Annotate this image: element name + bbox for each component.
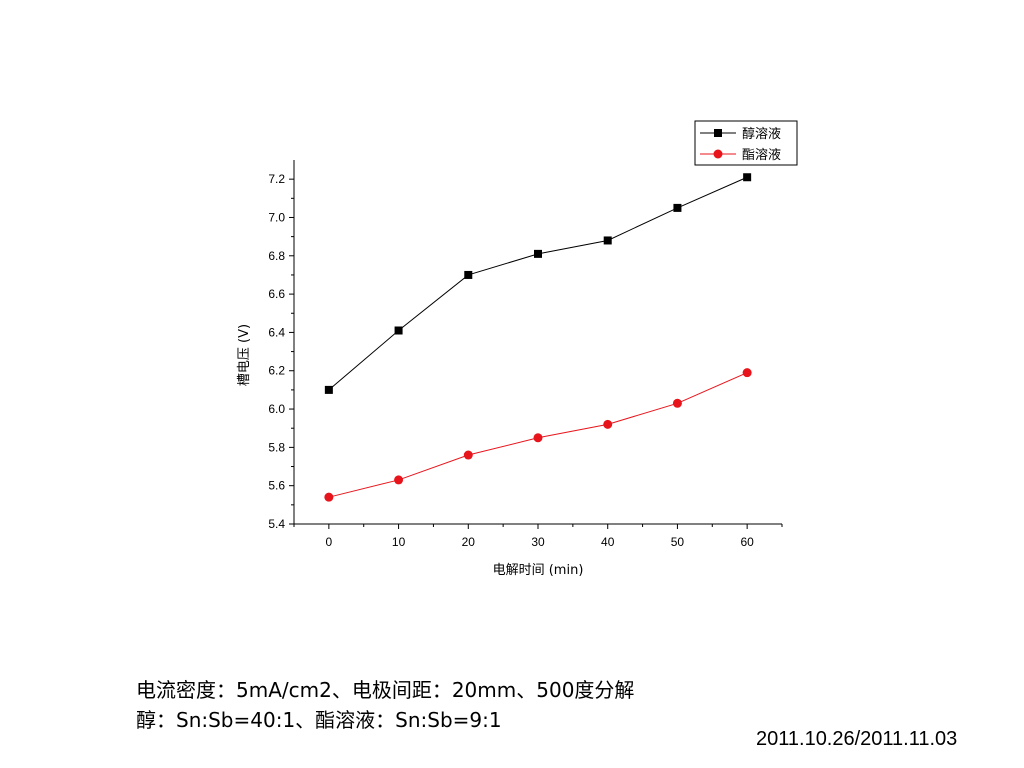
x-tick-label: 30 [531, 535, 545, 549]
data-point [533, 433, 543, 443]
data-point [534, 249, 542, 258]
legend-marker [714, 129, 722, 137]
legend-marker [713, 149, 723, 159]
x-axis-label: 电解时间 (min) [493, 563, 584, 578]
data-point [324, 385, 333, 394]
y-tick-label: 7.0 [268, 210, 285, 224]
caption-line-1: 电流密度：5mA/cm2、电极间距：20mm、500度分解 [136, 678, 635, 702]
data-point [394, 326, 403, 335]
data-point [324, 492, 334, 502]
y-tick-label: 5.4 [268, 517, 285, 531]
x-tick-label: 40 [601, 535, 615, 549]
y-tick-label: 6.6 [268, 287, 285, 301]
legend-label: 酯溶液 [742, 148, 781, 163]
x-tick-label: 20 [462, 535, 476, 549]
y-tick-label: 6.2 [268, 364, 285, 378]
series-line [328, 176, 748, 391]
data-point [463, 450, 473, 460]
data-point [673, 203, 682, 212]
legend-label: 醇溶液 [742, 126, 781, 142]
y-tick-label: 6.0 [268, 402, 285, 416]
y-tick-label: 7.2 [268, 172, 285, 186]
x-tick-label: 50 [671, 535, 685, 549]
legend-box [694, 120, 798, 166]
data-point [394, 475, 404, 485]
data-point [743, 173, 752, 182]
data-point [742, 368, 752, 378]
x-tick-label: 0 [326, 535, 333, 549]
y-tick-label: 5.6 [268, 479, 285, 493]
series-2 [324, 368, 752, 502]
caption-line-2: 醇：Sn:Sb=40:1、酯溶液：Sn:Sb=9:1 [136, 708, 502, 732]
series-1 [324, 173, 752, 394]
data-point [603, 236, 612, 245]
date-range: 2011.10.26/2011.11.03 [756, 728, 958, 750]
y-tick-label: 6.4 [268, 325, 285, 339]
chart-series-layer [324, 173, 752, 502]
x-tick-label: 60 [740, 535, 754, 549]
x-tick-label: 10 [392, 535, 406, 549]
data-point [672, 398, 682, 408]
y-tick-label: 6.8 [268, 249, 285, 263]
y-tick-label: 5.8 [268, 440, 285, 454]
chart-axes: 5.4 5.6 5.8 6.0 6.2 6.4 6.6 6.8 7.0 7.2 0 10 20 30 40 5… [268, 160, 783, 549]
data-point [464, 270, 473, 279]
data-point [603, 419, 613, 429]
y-axis-label: 槽电压 (V) [237, 324, 252, 386]
